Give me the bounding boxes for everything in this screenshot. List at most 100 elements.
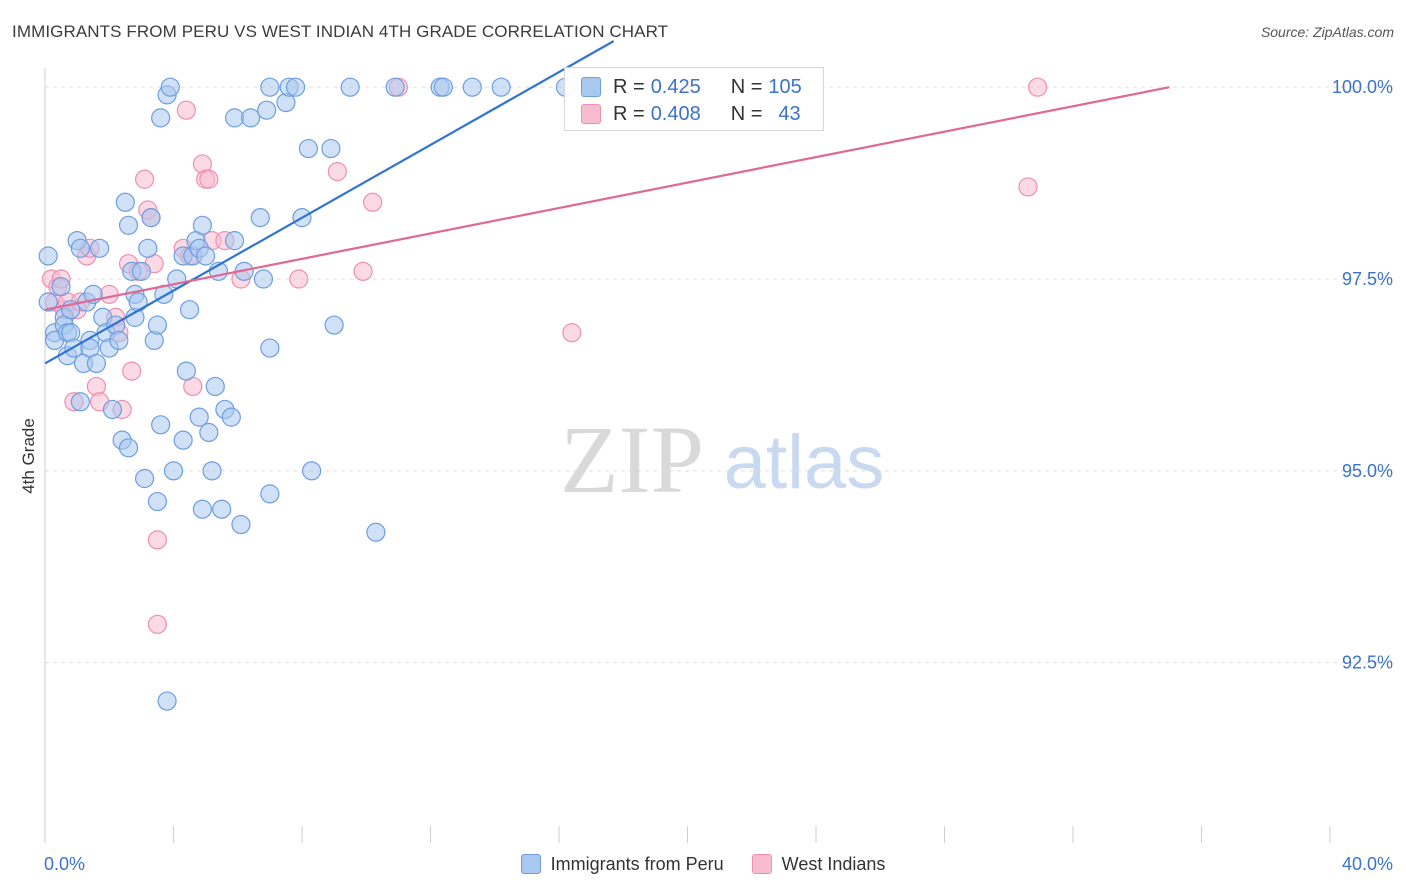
peru-point <box>115 192 135 212</box>
peru-point <box>260 338 280 358</box>
west-indians-trend-line <box>44 86 1170 311</box>
peru-point <box>491 77 511 97</box>
peru-point <box>90 238 110 258</box>
west-indians-point <box>1018 177 1038 197</box>
legend-label-peru: Immigrants from Peru <box>550 853 724 874</box>
peru-point <box>51 277 71 297</box>
peru-point <box>260 77 280 97</box>
r-value: 0.425 <box>650 75 701 98</box>
peru-point <box>109 330 129 351</box>
axes <box>44 68 1331 843</box>
series-legend: Immigrants from Peru West Indians <box>0 852 1406 876</box>
x-tick-label-left: 0.0% <box>44 854 85 874</box>
peru-point <box>221 407 241 427</box>
peru-point <box>257 100 277 120</box>
peru-point <box>231 514 251 535</box>
r-label: R = <box>613 102 645 125</box>
west-indians-point <box>122 361 142 381</box>
watermark: ZIP atlas <box>560 406 884 513</box>
peru-point <box>141 208 161 228</box>
peru-point <box>147 491 168 512</box>
legend-label-west-indians: West Indians <box>781 853 886 874</box>
y-axis-label: 4th Grade <box>19 418 38 494</box>
peru-point <box>260 484 280 504</box>
peru-point <box>250 208 270 228</box>
west-indians-point <box>562 323 582 343</box>
peru-point <box>302 461 322 481</box>
peru-point <box>38 246 58 266</box>
peru-point <box>189 407 209 427</box>
west-indians-point <box>147 614 168 634</box>
peru-point <box>118 215 139 235</box>
west-indians-legend-icon <box>751 854 772 874</box>
peru-point <box>366 522 386 542</box>
stats-legend-row-west-indians: R = 0.408 N = 43 <box>581 101 801 127</box>
peru-point <box>151 415 171 435</box>
stats-legend: R = 0.425 N = 105 R = 0.408 N = 43 <box>564 67 824 131</box>
peru-swatch-icon <box>581 77 601 97</box>
peru-point <box>298 138 319 159</box>
peru-point <box>205 376 225 397</box>
peru-point <box>157 691 177 711</box>
y-tick-label: 92.5% <box>1342 653 1393 673</box>
stats-legend-row-peru: R = 0.425 N = 105 <box>581 74 802 100</box>
peru-point <box>199 422 219 443</box>
peru-point <box>224 108 245 128</box>
chart-title: IMMIGRANTS FROM PERU VS WEST INDIAN 4TH … <box>12 22 669 41</box>
west-indians-point <box>176 100 196 120</box>
legend-item-west-indians[interactable]: West Indians <box>751 853 886 875</box>
peru-point <box>433 77 453 97</box>
x-tick-label-right: 40.0% <box>1342 854 1393 874</box>
west-indians-point <box>1028 77 1048 97</box>
peru-point <box>196 246 216 266</box>
n-label: N = <box>730 75 763 98</box>
n-value: 105 <box>768 75 802 98</box>
peru-point <box>131 261 151 281</box>
peru-point <box>118 438 139 458</box>
peru-point <box>173 430 193 450</box>
n-value: 43 <box>778 102 801 125</box>
peru-point <box>192 499 213 519</box>
west-indians-point <box>327 161 347 182</box>
peru-point <box>462 77 482 97</box>
watermark-atlas: atlas <box>724 420 885 505</box>
peru-point <box>340 77 360 97</box>
peru-point <box>38 292 58 312</box>
west-indians-point <box>134 169 155 189</box>
west-indians-point <box>147 530 168 550</box>
peru-point <box>285 77 306 97</box>
peru-point <box>134 468 155 489</box>
r-value: 0.408 <box>650 102 701 125</box>
peru-legend-icon <box>520 854 541 874</box>
peru-point <box>147 315 168 335</box>
y-tick-label: 100.0% <box>1332 77 1393 97</box>
peru-point <box>138 238 158 258</box>
west-indians-point <box>199 169 219 189</box>
peru-point <box>324 315 344 335</box>
west-indians-point <box>99 284 119 304</box>
peru-point <box>102 399 123 420</box>
peru-point <box>179 300 200 320</box>
trend-lines <box>44 40 1170 365</box>
watermark-zip: ZIP <box>560 406 704 513</box>
peru-points <box>38 77 576 711</box>
y-tick-label: 95.0% <box>1342 461 1393 481</box>
west-indians-points <box>41 77 1048 634</box>
peru-point <box>70 392 90 412</box>
peru-point <box>253 269 274 289</box>
peru-point <box>163 461 184 481</box>
legend-item-peru[interactable]: Immigrants from Peru <box>520 853 724 875</box>
peru-point <box>224 231 245 251</box>
tick-labels: 100.0% 97.5% 95.0% 92.5% 0.0% 40.0% <box>44 77 1393 874</box>
peru-point <box>385 77 405 97</box>
west-indians-point <box>353 261 373 281</box>
west-indians-point <box>363 192 383 212</box>
peru-point <box>321 138 341 159</box>
peru-point <box>70 238 90 258</box>
peru-point <box>86 353 107 374</box>
west-indians-point <box>289 269 309 289</box>
y-tick-label: 97.5% <box>1342 269 1393 289</box>
peru-point <box>212 499 232 519</box>
source-label: Source: ZipAtlas.com <box>1260 24 1394 40</box>
